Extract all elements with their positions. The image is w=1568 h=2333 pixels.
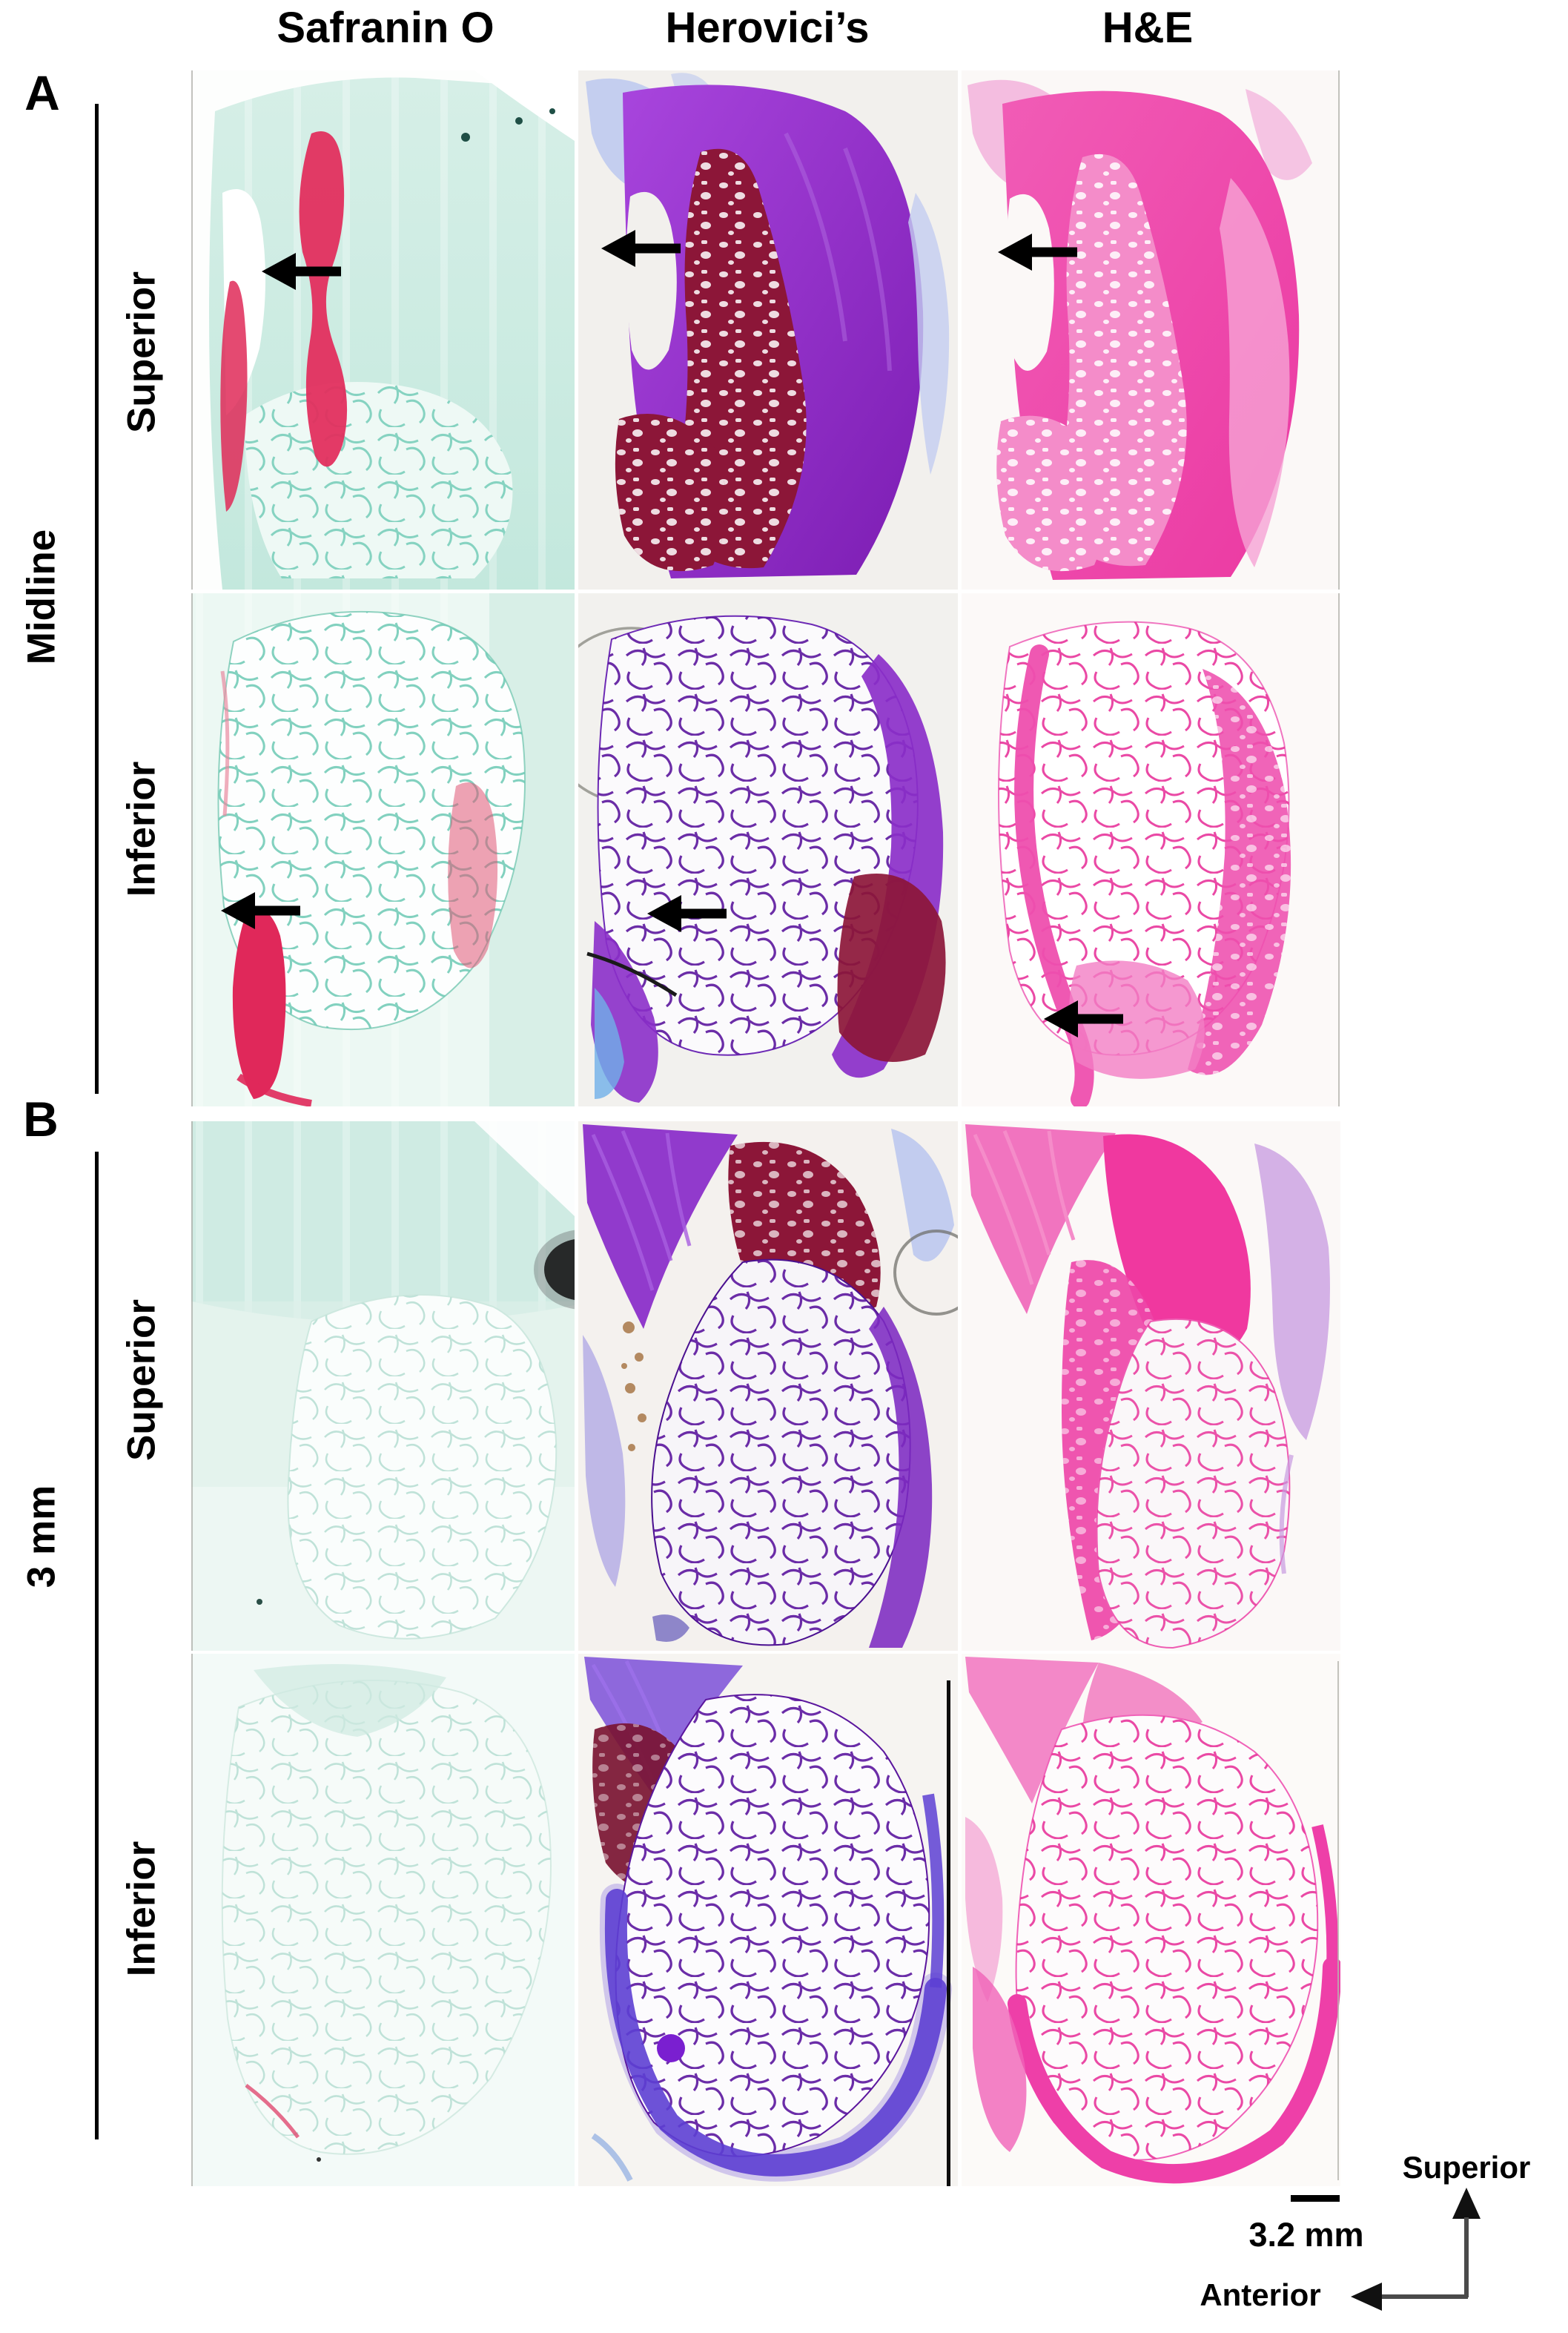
- micrograph-b-superior-herovicis: [578, 1121, 958, 1651]
- panel-a-bracket-line: [95, 104, 99, 1094]
- micrograph-b-inferior-herovicis: [578, 1654, 958, 2186]
- debris-specks: [621, 1321, 646, 1451]
- safranin-red-stain: [245, 2084, 300, 2139]
- micrograph-a-inferior-he: [962, 593, 1340, 1106]
- panel-label-a: A: [24, 65, 60, 120]
- micrograph-a-superior-he: [962, 70, 1340, 590]
- safranin-red-stain: [232, 909, 286, 1099]
- cortical-rim: [1008, 1957, 1340, 2184]
- tissue-fan: [584, 1657, 743, 1796]
- column-header-herovicis: Herovici’s: [665, 4, 870, 52]
- cortical-rim: [604, 1889, 947, 2177]
- micrograph-b-inferior-he: [962, 1654, 1340, 2186]
- tissue-fan: [965, 1657, 1099, 1804]
- scale-bar: [1291, 2195, 1340, 2202]
- safranin-red-stain: [299, 131, 348, 467]
- orientation-anterior-label: Anterior: [1200, 2277, 1321, 2312]
- row-label-b-inferior: Inferior: [119, 1841, 164, 1977]
- micrograph-a-inferior-safranin-o: [191, 593, 575, 1106]
- column-header-safranin-o: Safranin O: [277, 4, 494, 52]
- micrograph-b-inferior-safranin-o: [191, 1654, 575, 2186]
- micrograph-b-superior-safranin-o: [191, 1121, 575, 1651]
- row-label-a-superior: Superior: [119, 271, 164, 433]
- up-arrow-icon: [1452, 2188, 1481, 2219]
- tissue-fan: [965, 1124, 1116, 1314]
- micrograph-a-superior-herovicis: [578, 70, 958, 590]
- row-label-b-superior: Superior: [119, 1299, 164, 1461]
- panel-a-region-label: Midline: [19, 529, 64, 665]
- left-arrow-icon: [1351, 2283, 1382, 2311]
- micrograph-a-inferior-herovicis: [578, 593, 958, 1106]
- orientation-superior-label: Superior: [1402, 2150, 1531, 2185]
- panel-b-region-label: 3 mm: [19, 1485, 64, 1588]
- row-label-a-inferior: Inferior: [119, 761, 164, 897]
- micrograph-a-superior-safranin-o: [191, 70, 575, 590]
- panel-label-b: B: [23, 1092, 59, 1146]
- panel-b-bracket-line: [95, 1152, 99, 2139]
- air-bubble-outline: [893, 1230, 958, 1316]
- micrograph-b-superior-he: [962, 1121, 1340, 1651]
- lavender-wisp: [1254, 1144, 1330, 1440]
- column-header-he: H&E: [1102, 4, 1194, 52]
- air-bubble: [544, 1238, 575, 1301]
- slide-edge-line: [947, 1680, 950, 2186]
- orientation-axes: [1351, 2188, 1481, 2311]
- scale-bar-label: 3.2 mm: [1248, 2216, 1364, 2254]
